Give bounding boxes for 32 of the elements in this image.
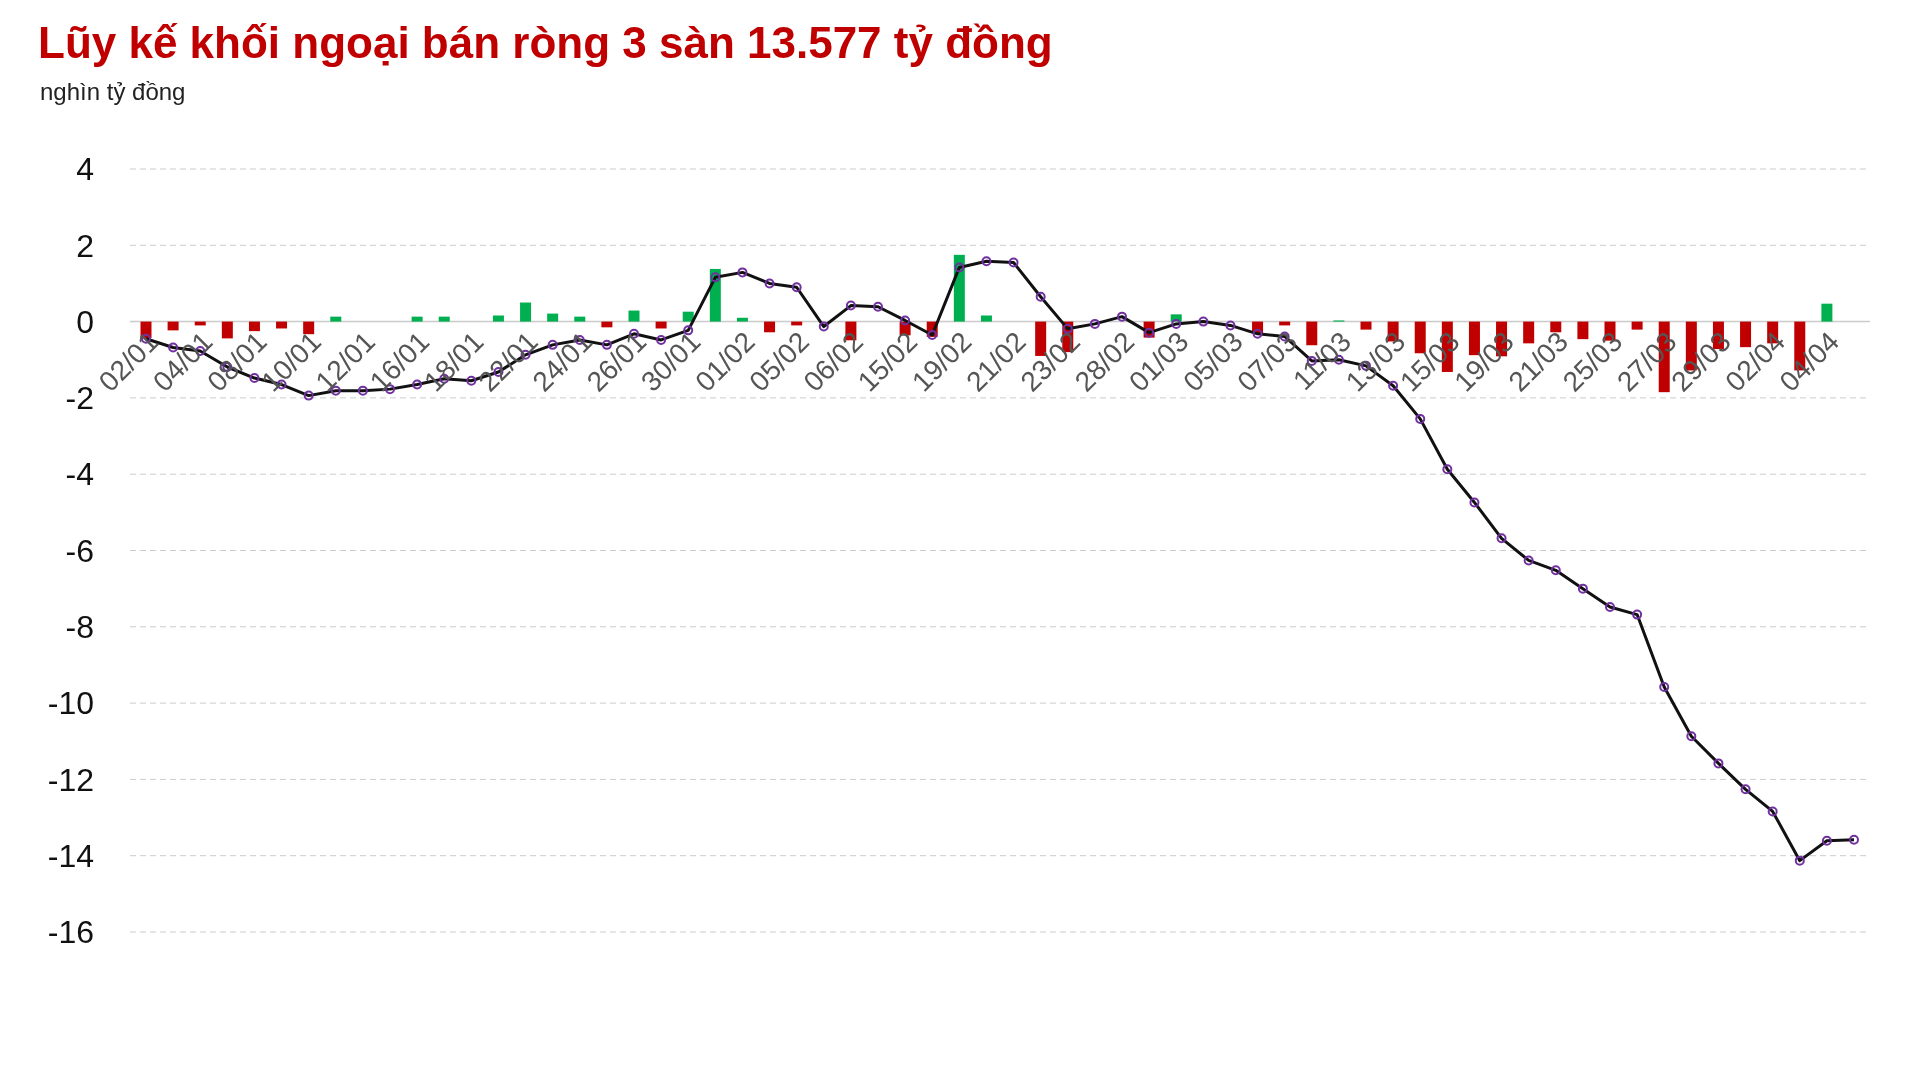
bar bbox=[980, 315, 992, 322]
chart-subtitle: nghìn tỷ đồng bbox=[40, 78, 186, 105]
bar bbox=[330, 316, 342, 322]
bar bbox=[438, 316, 450, 322]
bar bbox=[1360, 321, 1372, 330]
bar bbox=[1821, 303, 1833, 322]
bar bbox=[574, 316, 586, 322]
y-tick-label: -8 bbox=[65, 609, 94, 645]
bar bbox=[248, 321, 260, 332]
bar bbox=[520, 302, 532, 322]
y-tick-label: 2 bbox=[76, 227, 94, 264]
y-tick-label: 0 bbox=[76, 303, 94, 340]
bar bbox=[628, 310, 640, 322]
y-tick-label: -12 bbox=[47, 761, 94, 798]
bar bbox=[764, 321, 776, 333]
bar bbox=[736, 317, 748, 322]
bar bbox=[547, 313, 559, 322]
bar bbox=[303, 321, 315, 335]
bar bbox=[167, 321, 179, 331]
bar bbox=[1550, 321, 1562, 333]
y-tick-label: -6 bbox=[65, 532, 94, 569]
bar bbox=[1631, 321, 1643, 330]
bar bbox=[492, 315, 504, 322]
y-tick-label: 4 bbox=[76, 151, 94, 188]
y-tick-label: -2 bbox=[65, 380, 94, 417]
chart-title: Lũy kế khối ngoại bán ròng 3 sàn 13.577 tỷ đồng bbox=[38, 18, 1053, 67]
y-tick-label: -10 bbox=[47, 685, 94, 722]
bar bbox=[682, 311, 694, 322]
y-tick-label: -14 bbox=[47, 837, 94, 874]
bar bbox=[411, 316, 423, 322]
y-tick-label: -16 bbox=[47, 914, 94, 951]
y-tick-label: -4 bbox=[65, 456, 94, 493]
